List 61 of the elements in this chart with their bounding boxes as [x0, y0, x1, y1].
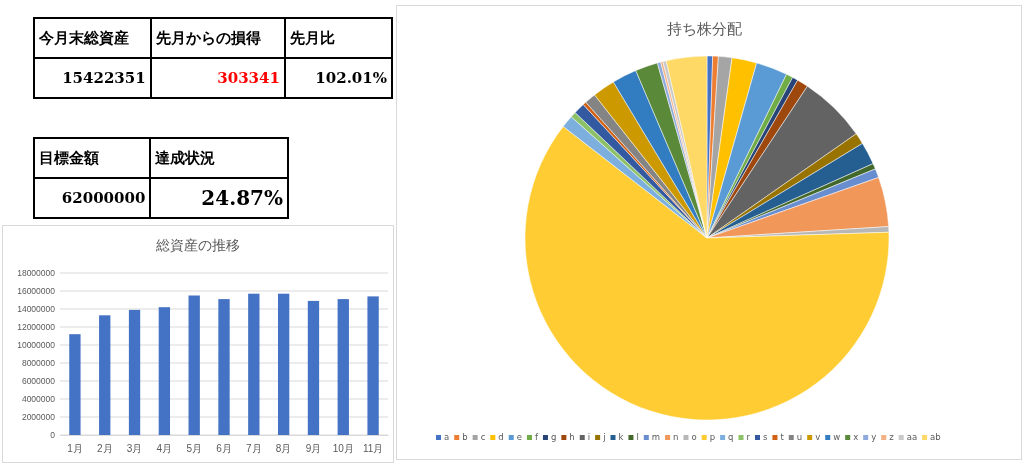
legend-label: l: [636, 432, 639, 442]
legend-label: v: [815, 432, 821, 442]
legend-label: w: [833, 432, 841, 442]
legend-label: t: [780, 432, 785, 442]
x-tick-label: 9月: [305, 443, 322, 455]
category-label: 達成状況: [150, 138, 288, 178]
x-tick-label: 8月: [275, 443, 292, 455]
y-tick-label: 6000000: [21, 376, 56, 387]
chart-title: 持ち株分配: [666, 20, 742, 38]
x-tick-label: 11月: [362, 443, 384, 455]
y-tick-label: 8000000: [21, 358, 56, 369]
x-tick-label: 5月: [186, 443, 202, 455]
x-tick-label: 1月: [67, 443, 83, 455]
y-tick-label: 0: [50, 430, 56, 441]
legend-label: m: [651, 432, 661, 442]
legend-label: z: [889, 432, 895, 442]
legend-label: i: [587, 432, 591, 442]
legend-label: a: [444, 432, 450, 442]
category-label: 先月比: [284, 18, 392, 58]
text: 102.01%: [284, 58, 392, 98]
legend-label: s: [763, 432, 768, 442]
category-label: 先月からの損得: [150, 18, 285, 58]
x-tick-label: 10月: [332, 443, 354, 455]
text: 62000000: [34, 178, 151, 218]
category-label: 今月末総資産: [34, 18, 151, 58]
legend-label: k: [618, 432, 624, 442]
legend-label: q: [728, 432, 734, 442]
y-tick-label: 16000000: [17, 286, 56, 297]
y-tick-label: 14000000: [17, 304, 56, 315]
category-label: 目標金額: [34, 138, 151, 178]
legend-label: r: [746, 432, 751, 442]
legend-label: d: [498, 432, 504, 442]
legend-label: ab: [930, 432, 941, 442]
legend-label: c: [480, 432, 486, 442]
legend-label: o: [691, 432, 697, 442]
x-tick-label: 3月: [126, 443, 143, 455]
legend-label: f: [534, 432, 539, 442]
y-tick-label: 18000000: [17, 268, 56, 279]
y-tick-label: 4000000: [21, 394, 56, 405]
legend-label: x: [853, 432, 859, 442]
x-tick-label: 2月: [96, 443, 113, 455]
text: 15422351: [34, 58, 151, 98]
x-tick-label: 7月: [246, 443, 262, 455]
y-tick-label: 12000000: [17, 322, 56, 333]
legend-label: y: [871, 432, 877, 442]
legend-label: aa: [906, 432, 918, 442]
legend-label: j: [602, 432, 606, 442]
text: 24.87%: [150, 178, 288, 218]
x-tick-label: 4月: [156, 443, 173, 455]
legend-label: g: [550, 432, 557, 442]
x-tick-label: 6月: [216, 443, 232, 455]
legend-label: b: [462, 432, 468, 442]
legend-label: h: [569, 432, 575, 442]
text: 303341: [150, 58, 285, 98]
legend-label: e: [516, 432, 522, 442]
chart-title: 総資産の推移: [155, 237, 240, 253]
y-tick-label: 2000000: [21, 412, 56, 423]
legend-label: u: [796, 432, 803, 442]
legend-label: p: [709, 432, 716, 442]
legend-label: n: [673, 432, 679, 442]
y-tick-label: 10000000: [17, 340, 56, 351]
